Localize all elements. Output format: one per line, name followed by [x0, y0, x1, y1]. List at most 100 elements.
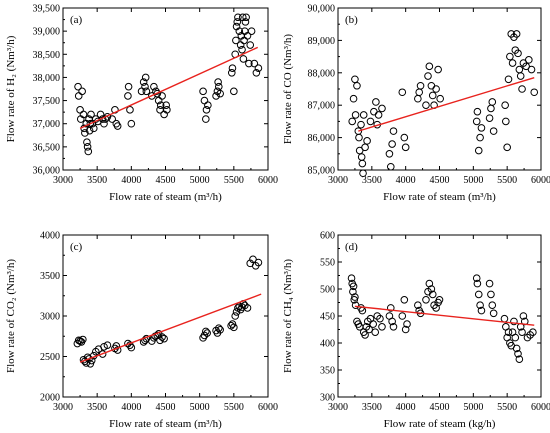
data-point: [113, 122, 122, 130]
x-tick-label: 3000: [328, 402, 348, 413]
data-point: [378, 104, 386, 113]
data-point: [378, 323, 386, 331]
data-point: [235, 27, 244, 35]
data-point: [127, 119, 136, 128]
data-point: [200, 96, 209, 105]
data-point: [427, 285, 436, 293]
data-point: [359, 169, 367, 178]
data-point: [432, 304, 440, 312]
x-tick-label: 6000: [258, 175, 278, 186]
x-tick-label: 4000: [396, 175, 416, 186]
data-point: [516, 72, 525, 80]
data-point: [243, 304, 252, 312]
data-point: [163, 106, 171, 114]
data-point: [476, 133, 484, 142]
data-point: [436, 94, 444, 103]
y-tick-label: 87,000: [308, 101, 336, 112]
data-point: [523, 333, 532, 342]
data-point: [485, 279, 494, 288]
data-point: [126, 106, 134, 114]
data-point: [519, 312, 528, 320]
data-point: [477, 306, 486, 315]
y-tick-label: 300: [320, 393, 335, 404]
data-point: [351, 293, 359, 301]
y-axis-label: Flow rate of CO (Nm³/h): [282, 34, 294, 145]
data-point: [242, 13, 250, 22]
data-point: [473, 107, 482, 116]
data-point: [351, 75, 359, 84]
y-tick-label: 2000: [40, 393, 60, 404]
x-axis-label: Flow rate of steam (m³/h): [109, 191, 222, 203]
trend-line: [358, 76, 535, 132]
data-point: [236, 41, 245, 49]
trend-line: [354, 305, 535, 326]
y-tick-label: 600: [320, 231, 335, 242]
data-point: [216, 89, 224, 98]
data-point: [349, 282, 358, 291]
data-point: [488, 301, 497, 310]
data-point: [232, 36, 240, 45]
data-point: [525, 56, 533, 64]
data-point: [415, 88, 424, 97]
data-point: [78, 87, 86, 96]
y-tick-label: 38,000: [33, 73, 61, 84]
data-point: [141, 73, 150, 82]
x-tick-label: 3000: [53, 402, 73, 413]
data-point: [246, 41, 255, 49]
data-point: [476, 301, 484, 310]
panel-label: (b): [345, 14, 358, 26]
y-tick-label: 350: [320, 366, 335, 377]
data-point: [127, 343, 136, 352]
data-point: [386, 162, 395, 171]
data-point: [477, 124, 486, 132]
x-tick-label: 4000: [121, 402, 141, 413]
data-point: [425, 62, 434, 71]
x-tick-label: 6000: [531, 175, 550, 186]
data-point: [386, 304, 395, 312]
data-point: [81, 129, 89, 137]
y-tick-label: 88,000: [308, 68, 336, 79]
panel-label: (c): [70, 241, 83, 253]
data-point: [529, 328, 537, 337]
y-tick-label: 3500: [40, 271, 60, 282]
trend-line: [79, 293, 262, 363]
data-point: [100, 342, 108, 351]
y-axis-label: Flow rate of CH₄ (Nm³/h): [282, 259, 294, 373]
data-point: [74, 82, 82, 91]
data-point: [353, 81, 361, 90]
data-point: [204, 101, 212, 109]
data-point: [385, 150, 394, 158]
data-point: [369, 320, 377, 328]
data-point: [84, 147, 93, 156]
data-point: [203, 329, 211, 337]
data-point: [487, 104, 495, 113]
data-point: [153, 89, 162, 98]
x-tick-label: 3500: [362, 175, 382, 186]
data-point: [230, 323, 238, 332]
data-point: [239, 55, 248, 63]
data-point: [87, 110, 95, 119]
data-point: [142, 87, 151, 96]
x-axis-label: Flow rate of steam (m³/h): [383, 191, 496, 203]
chart-panel-1: 3000 3500 4000 4500 5000 5500 6000 36,000 36,500…: [5, 4, 278, 204]
data-point: [254, 64, 263, 72]
data-point: [474, 146, 483, 155]
data-point: [76, 106, 84, 114]
data-point: [96, 110, 105, 119]
data-point: [400, 296, 409, 304]
data-point: [79, 335, 87, 344]
data-point: [398, 88, 407, 97]
data-point: [241, 18, 250, 26]
data-point: [100, 119, 108, 128]
y-tick-label: 36,500: [33, 142, 61, 153]
data-point: [401, 143, 410, 152]
data-point: [434, 65, 442, 74]
data-point: [158, 333, 166, 341]
y-tick-label: 500: [320, 285, 335, 296]
data-point: [215, 82, 223, 91]
data-point: [506, 52, 514, 61]
data-point: [252, 69, 261, 77]
x-tick-label: 5500: [497, 402, 517, 413]
data-point: [348, 117, 357, 126]
